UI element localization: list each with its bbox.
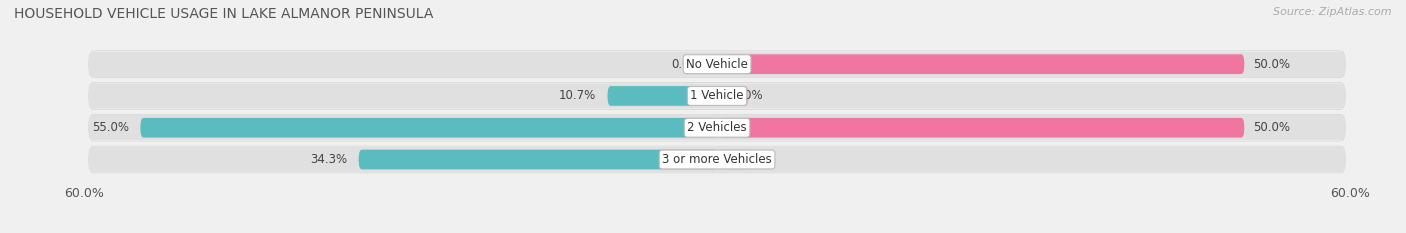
Text: 0.0%: 0.0%: [733, 153, 762, 166]
Text: Source: ZipAtlas.com: Source: ZipAtlas.com: [1274, 7, 1392, 17]
Text: 2 Vehicles: 2 Vehicles: [688, 121, 747, 134]
FancyBboxPatch shape: [720, 150, 749, 169]
Text: 55.0%: 55.0%: [91, 121, 129, 134]
FancyBboxPatch shape: [89, 83, 1346, 109]
Text: 0.0%: 0.0%: [672, 58, 702, 71]
FancyBboxPatch shape: [89, 114, 1346, 141]
FancyBboxPatch shape: [89, 147, 1346, 172]
FancyBboxPatch shape: [359, 150, 717, 169]
FancyBboxPatch shape: [89, 146, 1346, 173]
FancyBboxPatch shape: [607, 86, 717, 106]
Text: 50.0%: 50.0%: [1253, 58, 1289, 71]
Text: 10.7%: 10.7%: [558, 89, 596, 103]
FancyBboxPatch shape: [89, 51, 1346, 78]
FancyBboxPatch shape: [720, 54, 1244, 74]
Text: 3 or more Vehicles: 3 or more Vehicles: [662, 153, 772, 166]
FancyBboxPatch shape: [720, 118, 1244, 137]
FancyBboxPatch shape: [720, 86, 749, 106]
FancyBboxPatch shape: [89, 83, 1346, 109]
FancyBboxPatch shape: [89, 115, 1346, 140]
Text: 1 Vehicle: 1 Vehicle: [690, 89, 744, 103]
Text: HOUSEHOLD VEHICLE USAGE IN LAKE ALMANOR PENINSULA: HOUSEHOLD VEHICLE USAGE IN LAKE ALMANOR …: [14, 7, 433, 21]
Text: 34.3%: 34.3%: [309, 153, 347, 166]
FancyBboxPatch shape: [141, 118, 717, 137]
Text: 0.0%: 0.0%: [733, 89, 762, 103]
Text: No Vehicle: No Vehicle: [686, 58, 748, 71]
Text: 50.0%: 50.0%: [1253, 121, 1289, 134]
FancyBboxPatch shape: [89, 51, 1346, 77]
